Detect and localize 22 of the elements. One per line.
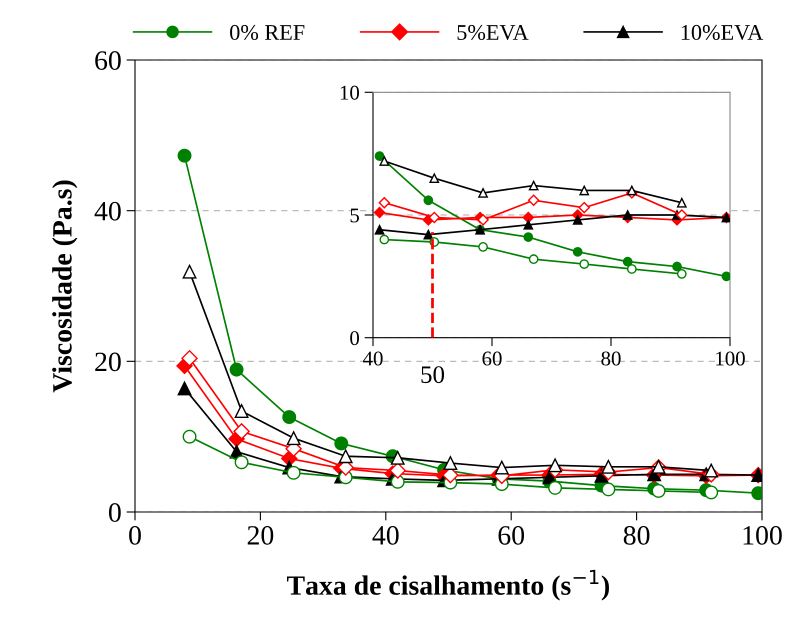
x-tick-label: 100 (744, 526, 782, 545)
legend-label: 0% REF (230, 24, 304, 40)
x-tick-label: 60 (482, 351, 502, 366)
legend-label: 10%EVA (682, 24, 764, 40)
y-tick-label: 40 (94, 202, 121, 221)
x-tick-label: 80 (624, 526, 650, 545)
x-tick-label: 0 (129, 526, 141, 545)
y-tick-label: 0 (350, 331, 360, 346)
annotation: 50 (421, 366, 444, 384)
x-axis-title: Taxa de cisalhamento (s$^{−1}$) (286, 570, 609, 601)
x-tick-label: 60 (498, 526, 524, 545)
x-tick-label: 100 (716, 351, 745, 366)
y-axis-title: Viscosidade (Pa.s) (52, 180, 78, 392)
x-tick-label: 20 (248, 526, 274, 545)
x-tick-label: 40 (362, 351, 383, 366)
x-tick-label: 40 (372, 526, 399, 545)
y-tick-label: 0 (108, 503, 121, 522)
y-tick-label: 10 (340, 86, 360, 100)
y-tick-label: 5 (350, 208, 359, 222)
y-tick-label: 60 (95, 51, 121, 70)
x-tick-label: 80 (601, 351, 621, 366)
legend-label: 5%EVA (458, 24, 529, 40)
